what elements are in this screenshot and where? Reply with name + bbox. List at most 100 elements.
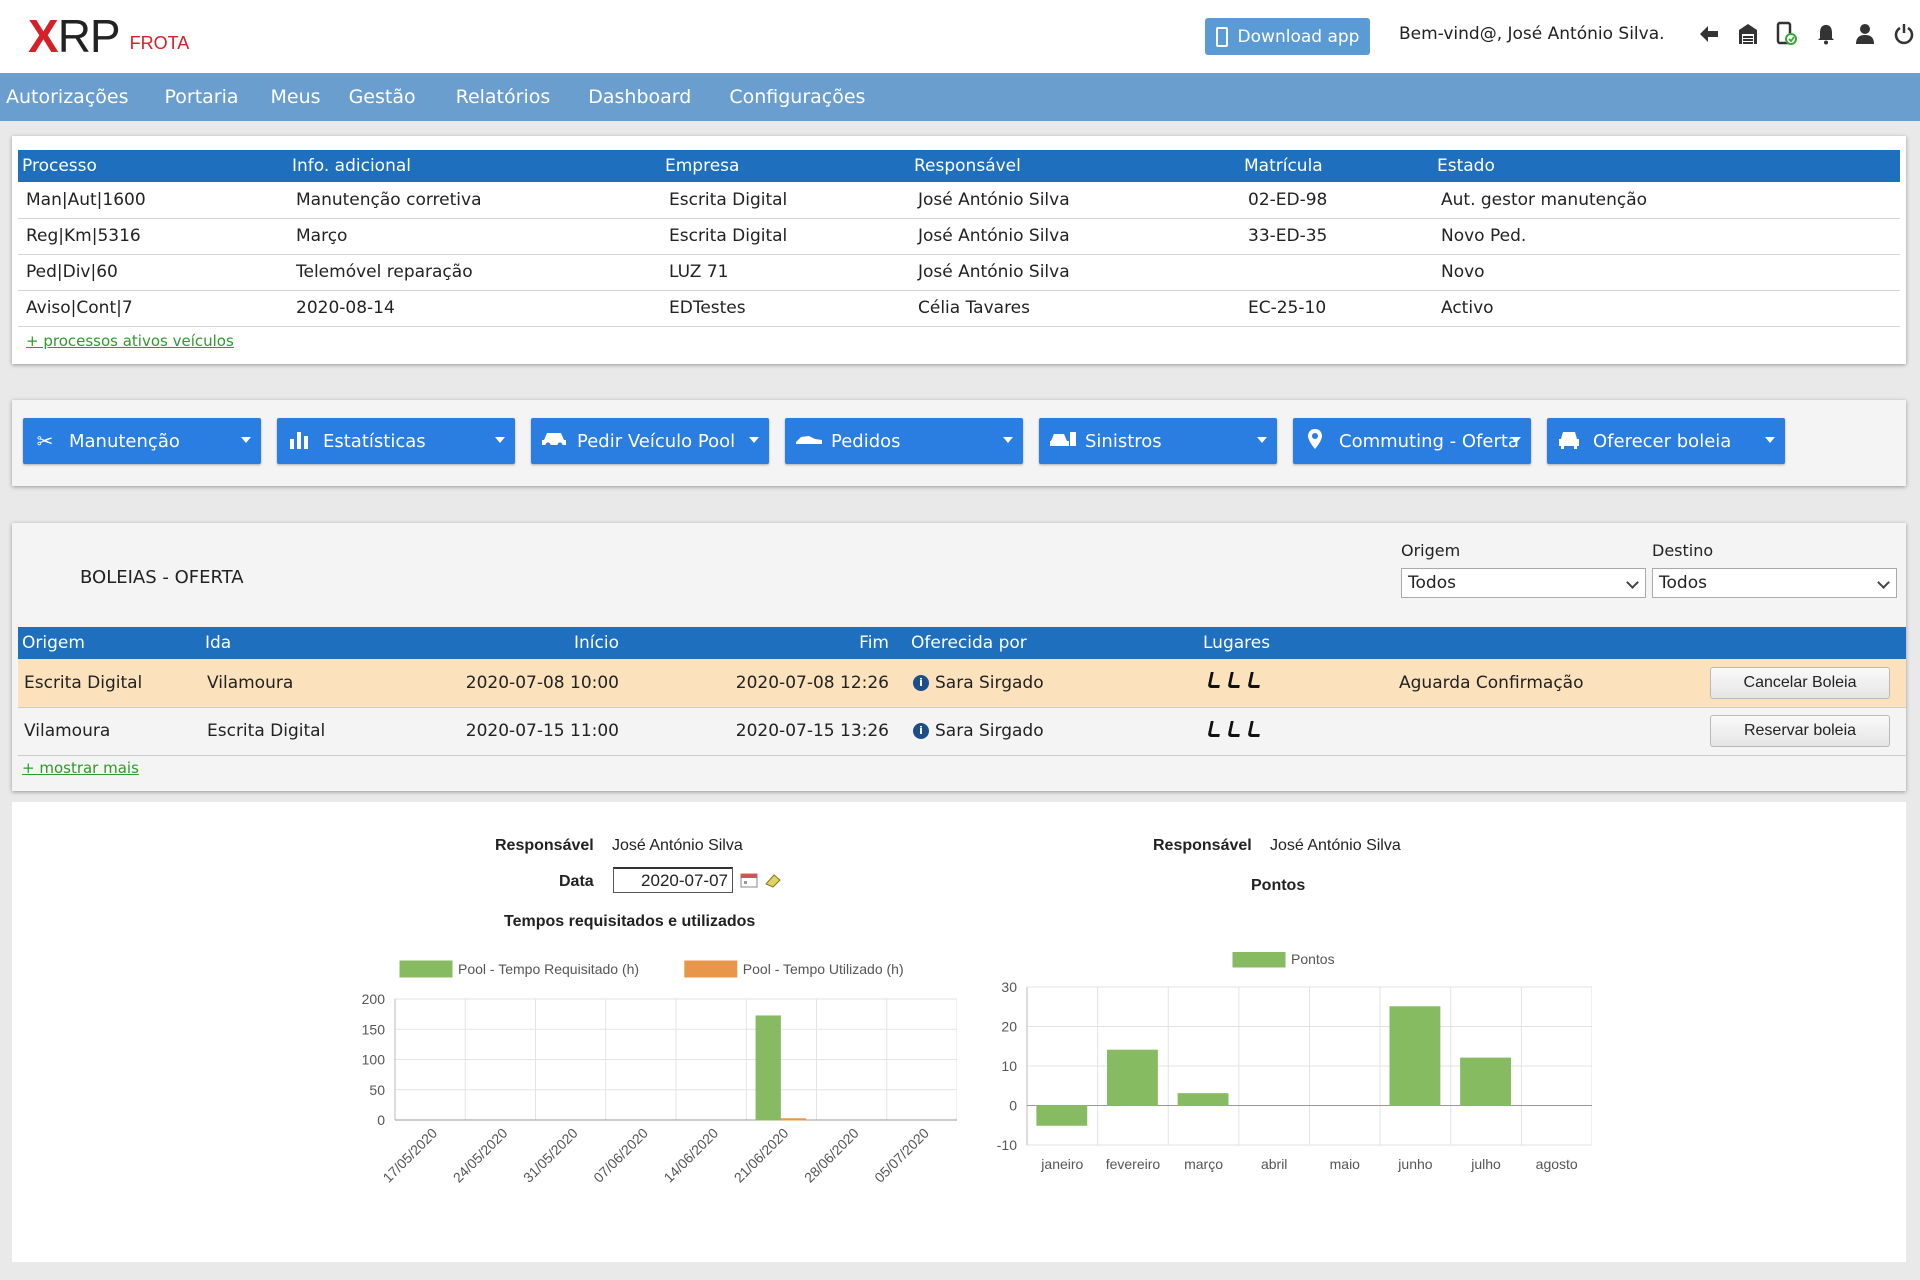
nav-portaria[interactable]: Portaria <box>164 86 239 108</box>
oferecer-boleia-dropdown[interactable]: Oferecer boleia <box>1547 418 1785 464</box>
col-fim[interactable]: Fim <box>639 627 907 659</box>
nav-configuracoes[interactable]: Configurações <box>729 86 866 108</box>
cell-lugares <box>1199 707 1393 756</box>
nav-dashboard[interactable]: Dashboard <box>588 86 692 108</box>
nav-meus[interactable]: Meus <box>270 86 321 108</box>
y-tick-label: 100 <box>362 1052 386 1068</box>
cell-action: Cancelar Boleia <box>1683 659 1906 708</box>
cell-estado: Activo <box>1433 290 1900 327</box>
commuting-oferta-dropdown[interactable]: Commuting - Oferta <box>1293 418 1531 464</box>
calendar-icon[interactable] <box>740 872 758 893</box>
seat-icon <box>1227 720 1243 737</box>
chevron-down-icon <box>1626 576 1639 589</box>
cell-lugares <box>1199 659 1393 708</box>
reservar-boleia-button[interactable]: Reservar boleia <box>1710 715 1890 747</box>
col-estado[interactable]: Estado <box>1433 150 1900 182</box>
y-tick-label: 50 <box>369 1082 385 1098</box>
cell-action: Reservar boleia <box>1683 707 1906 756</box>
x-tick-label: 24/05/2020 <box>450 1125 511 1186</box>
x-tick-label: março <box>1184 1156 1223 1172</box>
eraser-icon[interactable] <box>764 872 782 893</box>
cell-processo: Aviso|Cont|7 <box>18 290 288 327</box>
main-nav: Autorizações Portaria Meus Gestão Relató… <box>0 73 1920 121</box>
col-oferecida-por[interactable]: Oferecida por <box>907 627 1199 659</box>
nav-relatorios[interactable]: Relatórios <box>455 86 551 108</box>
nav-autorizacoes[interactable]: Autorizações <box>6 86 129 108</box>
table-row[interactable]: Vilamoura Escrita Digital 2020-07-15 11:… <box>18 707 1906 756</box>
processes-table: Processo Info. adicional Empresa Respons… <box>18 150 1900 327</box>
bar-chart-icon <box>287 429 311 454</box>
processes-header-row: Processo Info. adicional Empresa Respons… <box>18 150 1900 182</box>
col-responsavel[interactable]: Responsável <box>910 150 1240 182</box>
cancelar-boleia-button[interactable]: Cancelar Boleia <box>1710 666 1890 699</box>
bell-icon[interactable] <box>1813 20 1838 48</box>
col-acao-blank <box>1683 627 1906 659</box>
phone-sync-icon[interactable] <box>1774 20 1799 48</box>
caret-down-icon <box>1257 437 1267 443</box>
cell-info: 2020-08-14 <box>288 290 661 327</box>
left-resp-value: José António Silva <box>612 837 743 854</box>
more-processes-link[interactable]: + processos ativos veículos <box>26 331 234 350</box>
cell-status <box>1393 707 1683 756</box>
phone-download-icon <box>1215 26 1228 47</box>
seat-booked-icon <box>1247 672 1263 689</box>
col-lugares[interactable]: Lugares <box>1199 627 1393 659</box>
cell-responsavel: Célia Tavares <box>910 290 1240 327</box>
pedidos-dropdown[interactable]: Pedidos <box>785 418 1023 464</box>
col-origem[interactable]: Origem <box>18 627 201 659</box>
table-row[interactable]: Aviso|Cont|7 2020-08-14 EDTestes Célia T… <box>18 290 1900 327</box>
nav-gestao[interactable]: Gestão <box>348 86 416 108</box>
col-empresa[interactable]: Empresa <box>661 150 910 182</box>
caret-down-icon <box>1765 437 1775 443</box>
table-row[interactable]: Escrita Digital Vilamoura 2020-07-08 10:… <box>18 659 1906 708</box>
col-processo[interactable]: Processo <box>18 150 288 182</box>
col-inicio[interactable]: Início <box>439 627 639 659</box>
pedir-veiculo-pool-dropdown[interactable]: Pedir Veículo Pool <box>531 418 769 464</box>
left-chart-title: Tempos requisitados e utilizados <box>504 913 756 930</box>
processes-panel: Processo Info. adicional Empresa Respons… <box>12 136 1906 364</box>
logo-subtitle: FROTA <box>129 33 190 53</box>
cell-origem: Escrita Digital <box>18 659 201 708</box>
cell-empresa: Escrita Digital <box>661 218 910 255</box>
garage-icon[interactable] <box>1735 20 1760 48</box>
car-icon <box>541 429 566 453</box>
table-row[interactable]: Man|Aut|1600 Manutenção corretiva Escrit… <box>18 182 1900 219</box>
cell-empresa: EDTestes <box>661 290 910 327</box>
power-icon[interactable] <box>1891 20 1916 48</box>
manutencao-dropdown[interactable]: ✂ Manutenção <box>23 418 261 464</box>
caret-down-icon <box>241 437 251 443</box>
download-app-label: Download app <box>1237 26 1360 47</box>
origem-select[interactable]: Todos <box>1401 568 1646 598</box>
cell-estado: Aut. gestor manutenção <box>1433 182 1900 219</box>
chart-bar <box>1177 1093 1229 1106</box>
data-input[interactable]: 2020-07-07 <box>613 867 733 893</box>
col-ida[interactable]: Ida <box>201 627 439 659</box>
estatisticas-dropdown[interactable]: Estatísticas <box>277 418 515 464</box>
caret-down-icon <box>1003 437 1013 443</box>
show-more-link[interactable]: + mostrar mais <box>22 758 139 777</box>
x-tick-label: 07/06/2020 <box>590 1125 651 1186</box>
origem-label: Origem <box>1401 541 1461 560</box>
back-arrow-icon[interactable] <box>1696 20 1721 48</box>
header-icons <box>1696 20 1916 48</box>
right-resp-value: José António Silva <box>1270 837 1401 854</box>
dashboard-panel: Responsável José António Silva Data 2020… <box>12 802 1906 1262</box>
download-app-button[interactable]: Download app <box>1205 18 1370 55</box>
table-row[interactable]: Ped|Div|60 Telemóvel reparação LUZ 71 Jo… <box>18 254 1900 291</box>
info-icon[interactable]: i <box>913 723 929 739</box>
cell-matricula <box>1240 254 1433 291</box>
cell-responsavel: José António Silva <box>910 254 1240 291</box>
table-row[interactable]: Reg|Km|5316 Março Escrita Digital José A… <box>18 218 1900 255</box>
cell-matricula: EC-25-10 <box>1240 290 1433 327</box>
user-icon[interactable] <box>1852 20 1877 48</box>
chart-bar <box>1389 1006 1441 1106</box>
x-tick-label: maio <box>1330 1156 1361 1172</box>
x-tick-label: 21/06/2020 <box>731 1125 792 1186</box>
info-icon[interactable]: i <box>913 674 929 691</box>
app-logo[interactable]: XRP FROTA <box>28 13 190 59</box>
col-info-adicional[interactable]: Info. adicional <box>288 150 661 182</box>
seat-icon <box>1227 672 1243 689</box>
sinistros-dropdown[interactable]: Sinistros <box>1039 418 1277 464</box>
col-matricula[interactable]: Matrícula <box>1240 150 1433 182</box>
destino-select[interactable]: Todos <box>1652 568 1897 598</box>
